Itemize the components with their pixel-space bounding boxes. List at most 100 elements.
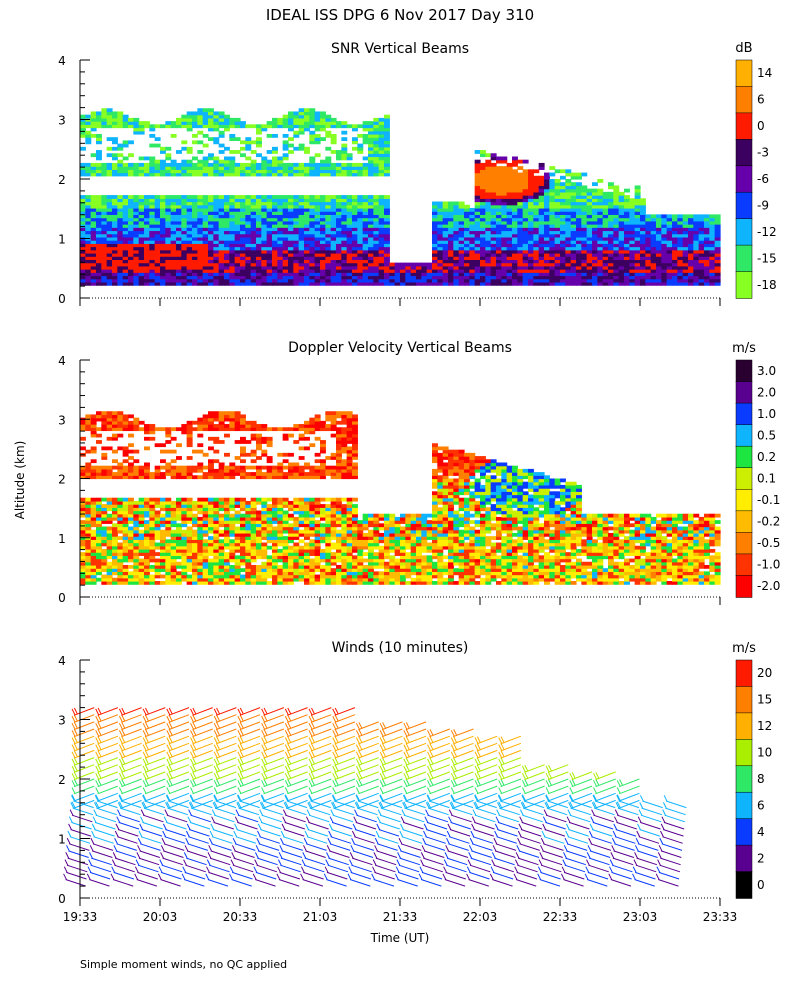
wind-barb	[161, 864, 183, 873]
wind-barb	[354, 836, 375, 844]
wind-barbs	[63, 707, 687, 887]
wind-barb	[89, 871, 111, 880]
wind-barb	[444, 879, 466, 887]
wind-barb	[495, 843, 517, 851]
wind-barb	[595, 785, 616, 795]
wind-barb	[209, 857, 231, 866]
wind-barb	[565, 857, 586, 866]
wind-barb	[619, 792, 640, 802]
wind-barb	[426, 829, 447, 837]
wind-barb	[523, 807, 544, 816]
wind-barb	[664, 814, 686, 823]
x-tick-label: 21:03	[303, 910, 338, 924]
wind-barb	[429, 792, 450, 802]
colorbar-label: 6	[757, 798, 765, 812]
wind-barb	[168, 764, 190, 773]
colorbar-swatch	[735, 553, 753, 577]
wind-barb	[516, 871, 538, 880]
colorbar-label: 20	[757, 666, 772, 680]
wind-barb	[260, 829, 281, 837]
wind-barb	[166, 814, 188, 823]
wind-barb	[138, 857, 160, 866]
wind-barb	[449, 836, 470, 844]
y-tick-label: 0	[58, 292, 66, 306]
panel-title-snr: SNR Vertical Beams	[331, 41, 469, 57]
wind-barb	[144, 735, 166, 745]
colorbar-label: 0.1	[757, 472, 776, 486]
wind-barb	[140, 836, 162, 844]
colorbar-swatch	[735, 218, 753, 246]
figure-title: IDEAL ISS DPG 6 Nov 2017 Day 310	[266, 6, 534, 24]
wind-barb	[287, 792, 308, 802]
wind-barb	[258, 843, 280, 851]
colorbar-snr: 14 6 0 -3 -6 -9 -12 -15 -18	[735, 59, 777, 299]
colorbar-label: 15	[757, 693, 772, 707]
wind-barb	[119, 814, 140, 823]
colorbar-unit-snr: dB	[735, 41, 752, 56]
wind-barb	[518, 850, 540, 858]
wind-barb	[116, 843, 137, 851]
wind-barb	[144, 799, 166, 809]
wind-barb	[515, 879, 537, 887]
wind-barb	[168, 714, 190, 723]
wind-barb	[405, 785, 427, 795]
wind-barb	[547, 764, 569, 773]
colorbar-label: 1.0	[757, 407, 776, 421]
wind-barb	[590, 843, 612, 851]
x-tick-label: 22:03	[463, 910, 498, 924]
colorbar-label: -6	[757, 172, 769, 186]
wind-barb	[586, 879, 608, 887]
wind-barb	[352, 850, 374, 858]
y-tick-label: 4	[58, 54, 66, 68]
colorbar-label: 0	[757, 878, 765, 892]
colorbar-swatch	[735, 445, 753, 469]
wind-barb	[136, 879, 158, 887]
wind-barb	[591, 829, 613, 837]
wind-barb	[474, 814, 496, 823]
wind-barb	[310, 792, 332, 802]
wind-barb	[216, 785, 237, 795]
wind-barb	[588, 864, 609, 873]
wind-barb	[308, 814, 330, 823]
wind-barb	[310, 785, 332, 795]
colorbar-label: 4	[757, 825, 765, 839]
wind-barb	[163, 843, 185, 851]
wind-barb	[285, 807, 307, 816]
wind-barb	[349, 879, 371, 887]
wind-barb	[327, 864, 349, 873]
wind-barb	[356, 814, 377, 823]
colorbar-label: 14	[757, 66, 772, 80]
wind-barb	[137, 864, 159, 873]
colorbar-label: -0.2	[757, 515, 780, 529]
wind-barb	[239, 735, 261, 745]
wind-barb	[400, 850, 421, 858]
wind-barb	[376, 850, 398, 858]
colorbar-unit-doppler: m/s	[732, 341, 756, 356]
panel-title-doppler: Doppler Velocity Vertical Beams	[288, 340, 512, 356]
wind-barb	[612, 857, 634, 866]
wind-barb	[208, 871, 229, 880]
wind-barb	[142, 821, 163, 830]
wind-barb	[496, 836, 517, 844]
wind-barb	[568, 821, 590, 830]
wind-barb	[381, 792, 403, 802]
colorbar-label: 3.0	[757, 364, 776, 378]
panel-title-winds: Winds (10 minutes)	[332, 640, 469, 656]
wind-barb	[497, 829, 518, 837]
footer-note: Simple moment winds, no QC applied	[80, 958, 288, 971]
wind-barb	[476, 785, 498, 795]
y-tick-label: 3	[58, 714, 66, 728]
wind-barb	[143, 814, 164, 823]
colorbar-swatch	[735, 575, 753, 598]
wind-barb	[421, 871, 443, 880]
wind-barb	[397, 879, 418, 887]
wind-barb	[259, 836, 280, 844]
wind-barb	[97, 792, 119, 802]
wind-barb	[238, 807, 260, 816]
wind-barb	[424, 843, 446, 851]
wind-barb	[329, 843, 351, 851]
colorbar-label: 0	[757, 119, 765, 133]
wind-barb	[334, 799, 356, 809]
colorbar-swatch	[735, 844, 753, 873]
